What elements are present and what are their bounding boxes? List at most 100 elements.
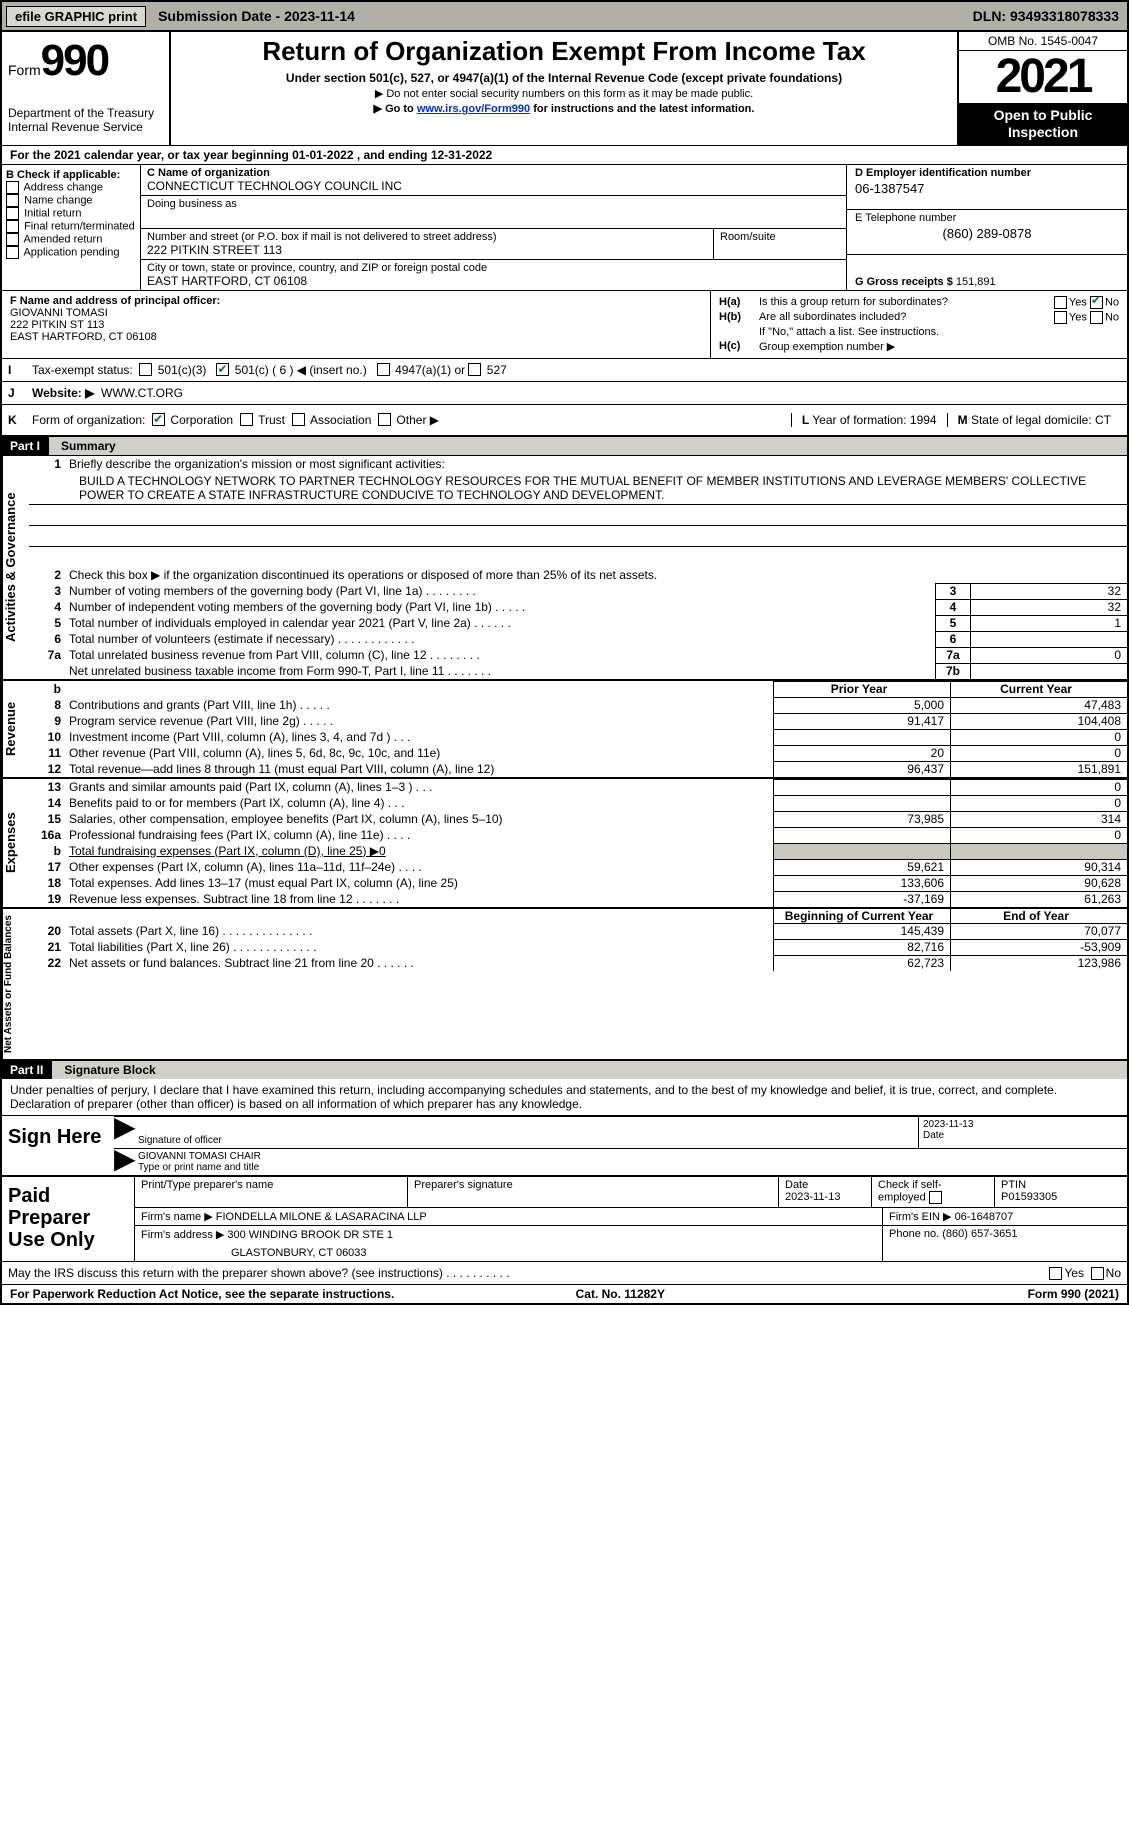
summary-row: Net unrelated business taxable income fr… [29,663,1127,679]
chk-527[interactable] [468,363,481,376]
signature-declaration: Under penalties of perjury, I declare th… [2,1079,1127,1115]
section-klm: K Form of organization: Corporation Trus… [2,404,1127,435]
col-current-year: Current Year [950,681,1127,697]
chk-other[interactable] [378,413,391,426]
summary-row: 6Total number of volunteers (estimate if… [29,631,1127,647]
section-j: J Website: ▶ WWW.CT.ORG [2,381,1127,404]
officer-name: GIOVANNI TOMASI [10,307,702,319]
chk-address-change[interactable] [6,181,19,194]
c-street-label: Number and street (or P.O. box if mail i… [147,231,707,243]
chk-initial-return[interactable] [6,207,19,220]
form-990-page: efile GRAPHIC print Submission Date - 20… [0,0,1129,1305]
website: WWW.CT.ORG [101,386,183,400]
expense-row: 16aProfessional fundraising fees (Part I… [29,827,1127,843]
part2-title: Signature Block [51,1061,1127,1079]
firm-ein: 06-1648707 [955,1211,1014,1223]
sig-arrow-icon-2: ▶ [114,1149,134,1175]
header-left: Form990 Department of the Treasury Inter… [2,32,171,145]
sig-date-label: Date [923,1130,1123,1141]
telephone: (860) 289-0878 [855,224,1119,241]
chk-discuss-no[interactable] [1091,1267,1104,1280]
section-b: B Check if applicable: Address change Na… [2,165,141,290]
part2-header: Part II Signature Block [2,1059,1127,1079]
top-toolbar: efile GRAPHIC print Submission Date - 20… [0,0,1129,32]
chk-amended-return[interactable] [6,233,19,246]
section-m: M State of legal domicile: CT [947,413,1121,427]
discuss-row: May the IRS discuss this return with the… [2,1261,1127,1284]
header-center: Return of Organization Exempt From Incom… [171,32,957,145]
block-bcdeg: B Check if applicable: Address change Na… [2,164,1127,290]
header-right: OMB No. 1545-0047 2021 Open to Public In… [957,32,1127,145]
mission-text: BUILD A TECHNOLOGY NETWORK TO PARTNER TE… [29,472,1127,505]
officer-printed-name: GIOVANNI TOMASI CHAIR [138,1151,1123,1162]
part1-header: Part I Summary [2,435,1127,455]
omb-number: OMB No. 1545-0047 [959,32,1127,51]
tax-year: 2021 [959,51,1127,103]
sig-date-val: 2023-11-13 [923,1119,1123,1130]
expense-row: 14Benefits paid to or for members (Part … [29,795,1127,811]
net-asset-row: 20Total assets (Part X, line 16) . . . .… [29,923,1127,939]
col-end-year: End of Year [950,909,1127,923]
form-header: Form990 Department of the Treasury Inter… [2,32,1127,145]
summary-net-assets: Net Assets or Fund Balances Beginning of… [2,907,1127,1059]
c-room-label: Room/suite [720,231,840,243]
expense-row: 15Salaries, other compensation, employee… [29,811,1127,827]
vlabel-ag: Activities & Governance [2,456,29,679]
c-city-label: City or town, state or province, country… [147,262,840,274]
open-inspection-badge: Open to Public Inspection [959,103,1127,145]
revenue-row: 9Program service revenue (Part VIII, lin… [29,713,1127,729]
expense-row: 13Grants and similar amounts paid (Part … [29,779,1127,795]
expense-row: 17Other expenses (Part IX, column (A), l… [29,859,1127,875]
chk-corp[interactable] [152,413,165,426]
efile-print-button[interactable]: efile GRAPHIC print [6,6,146,27]
chk-name-change[interactable] [6,194,19,207]
ein: 06-1387547 [855,179,1119,196]
net-asset-row: 22Net assets or fund balances. Subtract … [29,955,1127,971]
expense-row: 18Total expenses. Add lines 13–17 (must … [29,875,1127,891]
expense-row: 19Revenue less expenses. Subtract line 1… [29,891,1127,907]
summary-revenue: Revenue b Prior Year Current Year 8Contr… [2,679,1127,777]
irs-link[interactable]: www.irs.gov/Form990 [417,103,530,115]
gross-receipts: 151,891 [956,276,996,288]
chk-ha-no[interactable] [1090,296,1103,309]
chk-4947[interactable] [377,363,390,376]
summary-row: 3Number of voting members of the governi… [29,583,1127,599]
paid-preparer-block: Paid Preparer Use Only Print/Type prepar… [2,1175,1127,1261]
chk-assoc[interactable] [292,413,305,426]
chk-501c[interactable] [216,363,229,376]
form-subtitle-1: Under section 501(c), 527, or 4947(a)(1)… [175,71,953,85]
chk-self-employed[interactable] [929,1191,942,1204]
chk-hb-yes[interactable] [1054,311,1067,324]
summary-row: 4Number of independent voting members of… [29,599,1127,615]
chk-final-return[interactable] [6,220,19,233]
org-name: CONNECTICUT TECHNOLOGY COUNCIL INC [147,179,840,193]
officer-city: EAST HARTFORD, CT 06108 [10,331,702,343]
chk-trust[interactable] [240,413,253,426]
form-label: Form 990 (2021) [1028,1287,1119,1301]
section-l: L Year of formation: 1994 [791,413,947,427]
chk-discuss-yes[interactable] [1049,1267,1062,1280]
vlabel-rev: Revenue [2,681,29,777]
chk-501c3[interactable] [139,363,152,376]
sign-here-block: Sign Here ▶ Signature of officer 2023-11… [2,1115,1127,1175]
chk-application-pending[interactable] [6,246,19,259]
form-body: Form990 Department of the Treasury Inter… [0,32,1129,1305]
revenue-row: 11Other revenue (Part VIII, column (A), … [29,745,1127,761]
sign-here-label: Sign Here [2,1116,114,1175]
form-number: 990 [41,36,108,85]
form-subtitle-3: ▶ Go to www.irs.gov/Form990 for instruct… [175,102,953,115]
type-name-label: Type or print name and title [138,1162,1123,1173]
submission-date: Submission Date - 2023-11-14 [150,8,363,24]
part1-title: Summary [48,437,1127,455]
chk-ha-yes[interactable] [1054,296,1067,309]
chk-hb-no[interactable] [1090,311,1103,324]
officer-street: 222 PITKIN ST 113 [10,319,702,331]
c-name-label: C Name of organization [147,167,840,179]
section-i: I Tax-exempt status: 501(c)(3) 501(c) ( … [2,358,1127,381]
net-asset-row: 21Total liabilities (Part X, line 26) . … [29,939,1127,955]
revenue-row: 10Investment income (Part VIII, column (… [29,729,1127,745]
form-subtitle-2: ▶ Do not enter social security numbers o… [175,87,953,100]
firm-phone: (860) 657-3651 [942,1228,1017,1240]
c-dba-label: Doing business as [147,198,840,210]
line-a-calendar: For the 2021 calendar year, or tax year … [2,145,1127,164]
